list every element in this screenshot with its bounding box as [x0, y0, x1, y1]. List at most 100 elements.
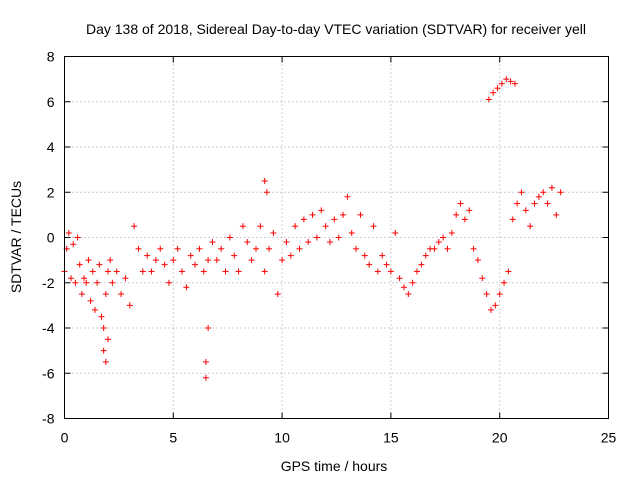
data-point: [414, 268, 421, 275]
data-point: [313, 234, 320, 241]
data-point: [505, 268, 512, 275]
data-point: [83, 279, 90, 286]
data-point: [326, 239, 333, 246]
data-point: [113, 268, 120, 275]
data-point: [205, 325, 212, 331]
data-point: [503, 76, 510, 83]
data-point: [466, 207, 473, 214]
data-point: [514, 200, 521, 207]
data-point: [200, 268, 207, 275]
data-point: [322, 223, 329, 230]
data-point: [261, 268, 268, 275]
data-point: [270, 229, 277, 236]
data-point: [296, 245, 303, 252]
x-tick-label: 0: [61, 430, 69, 446]
data-point: [370, 223, 377, 230]
data-point: [366, 261, 373, 268]
data-point: [396, 275, 403, 282]
data-point: [448, 229, 455, 236]
data-point: [263, 189, 270, 196]
data-point: [100, 325, 107, 331]
y-tick-label: -2: [42, 275, 55, 291]
data-point: [209, 239, 216, 246]
data-point: [431, 245, 438, 252]
data-point: [109, 279, 116, 286]
data-point: [544, 200, 551, 207]
data-point: [292, 223, 299, 230]
data-point: [96, 261, 103, 268]
data-point: [392, 229, 399, 236]
data-point: [374, 268, 381, 275]
y-tick-label: -4: [42, 320, 55, 336]
data-point: [161, 261, 168, 268]
data-point: [248, 257, 255, 264]
y-axis-label: SDTVAR / TECUs: [8, 181, 24, 293]
x-tick-label: 10: [274, 430, 290, 446]
data-point: [383, 261, 390, 268]
data-point: [487, 306, 494, 313]
data-point: [535, 193, 542, 200]
data-point: [518, 189, 525, 196]
data-point: [107, 257, 114, 264]
y-tick-label: 8: [47, 49, 55, 65]
data-point: [148, 268, 155, 275]
data-point: [305, 239, 312, 246]
x-axis-label: GPS time / hours: [281, 458, 388, 474]
data-point: [70, 241, 77, 248]
data-point: [440, 234, 447, 241]
data-point: [400, 284, 407, 291]
data-point: [387, 268, 394, 275]
data-point: [244, 239, 251, 246]
data-point: [548, 184, 555, 191]
data-point: [81, 275, 88, 282]
data-point: [239, 223, 246, 230]
data-point: [335, 234, 342, 241]
axis-ticks: 0 5 10 15 20 25 -8 -6 -4 -2 0 2 4 6 8: [42, 49, 616, 446]
x-tick-label: 20: [492, 430, 508, 446]
data-point: [218, 245, 225, 252]
data-point: [492, 302, 499, 309]
data-point: [126, 302, 133, 309]
data-point: [435, 239, 442, 246]
data-point: [202, 358, 209, 365]
data-point: [457, 200, 464, 207]
data-point: [94, 279, 101, 286]
data-point: [122, 275, 129, 282]
data-point: [501, 279, 508, 286]
y-tick-label: -6: [42, 365, 55, 381]
y-tick-label: 6: [47, 94, 55, 110]
data-point: [348, 229, 355, 236]
data-point: [405, 291, 412, 298]
data-point: [361, 252, 368, 259]
data-point: [331, 216, 338, 223]
data-point: [235, 268, 242, 275]
data-point: [522, 207, 529, 214]
data-point: [494, 85, 501, 92]
data-point: [527, 223, 534, 230]
data-point: [135, 245, 142, 252]
data-point: [257, 223, 264, 230]
data-point: [131, 223, 138, 230]
data-point: [557, 189, 564, 196]
data-point: [344, 193, 351, 200]
data-point: [279, 257, 286, 264]
data-point: [118, 291, 125, 298]
data-point: [187, 252, 194, 259]
data-point: [102, 291, 109, 298]
data-point: [68, 275, 75, 282]
data-point: [157, 245, 164, 252]
data-point: [340, 211, 347, 218]
data-point: [105, 336, 112, 343]
data-point: [357, 211, 364, 218]
data-point: [202, 374, 209, 381]
data-point: [470, 245, 477, 252]
data-point: [287, 252, 294, 259]
data-point: [461, 216, 468, 223]
data-point: [91, 306, 98, 313]
data-point: [422, 252, 429, 259]
data-point: [213, 257, 220, 264]
data-point: [192, 261, 199, 268]
data-point: [174, 245, 181, 252]
data-point: [98, 313, 105, 320]
